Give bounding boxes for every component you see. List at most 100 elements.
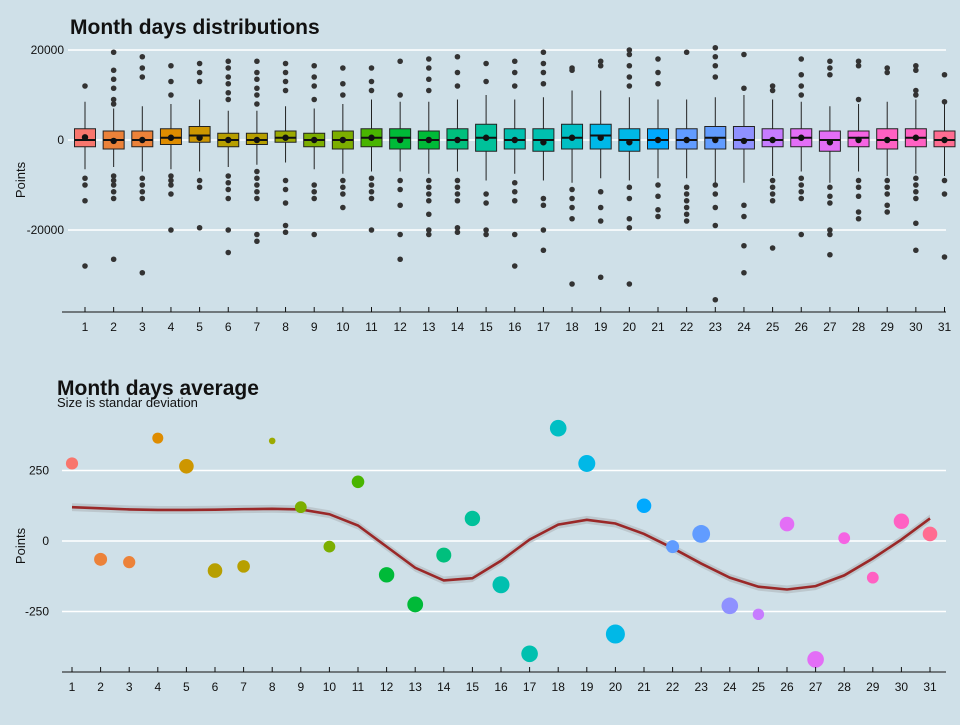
- outlier-point: [168, 78, 174, 85]
- data-point: [866, 571, 879, 584]
- mean-point: [540, 139, 547, 146]
- y-axis: 250 0 -250: [25, 464, 49, 619]
- x-tick-label: 25: [766, 320, 780, 334]
- x-tick-label: 5: [196, 320, 203, 334]
- data-point: [721, 597, 739, 615]
- mean-point: [712, 136, 719, 144]
- outlier-point: [397, 58, 403, 65]
- data-point: [323, 540, 336, 553]
- outlier-point: [196, 224, 203, 231]
- outlier-point: [110, 67, 117, 74]
- outlier-point: [626, 47, 633, 53]
- data-point: [692, 525, 711, 543]
- outlier-point: [569, 195, 575, 202]
- outlier-point: [454, 184, 461, 191]
- data-point: [436, 547, 452, 563]
- mean-point: [597, 134, 604, 141]
- y-axis: 20000 0 -20000: [27, 43, 65, 237]
- mean-point: [482, 134, 490, 141]
- outlier-point: [340, 191, 346, 197]
- outlier-point: [712, 222, 719, 229]
- box-15: [475, 60, 498, 238]
- box-8: [274, 60, 297, 236]
- outlier-point: [483, 227, 489, 233]
- x-axis: 1 2 3 4 5 6 7 8 9 10 11 12 13 14 15 16 17 18 19 20 21 22 23 24 2…: [62, 667, 946, 694]
- x-tick-label: 25: [752, 680, 766, 694]
- x-tick-label: 23: [709, 320, 723, 334]
- outlier-point: [139, 195, 146, 202]
- data-point: [636, 498, 652, 514]
- outlier-point: [454, 224, 461, 231]
- mean-point: [654, 136, 662, 144]
- data-point: [378, 567, 395, 583]
- outlier-point: [769, 83, 776, 89]
- data-point: [464, 510, 481, 527]
- mean-point: [941, 136, 948, 144]
- outlier-point: [82, 83, 88, 89]
- outlier-point: [540, 195, 547, 202]
- outlier-point: [941, 254, 948, 260]
- outlier-point: [368, 188, 375, 195]
- x-tick-label: 30: [909, 320, 923, 334]
- outlier-point: [855, 209, 862, 215]
- outlier-point: [712, 62, 719, 69]
- outlier-point: [712, 191, 719, 197]
- scatter-panel: Month days average Size is standar devia…: [13, 377, 946, 694]
- outlier-point: [884, 177, 890, 184]
- outlier-point: [827, 65, 833, 71]
- x-tick-label: 20: [623, 320, 637, 334]
- outlier-point: [82, 197, 88, 204]
- outlier-point: [168, 62, 174, 69]
- outlier-point: [426, 56, 432, 62]
- x-tick-label: 29: [866, 680, 880, 694]
- outlier-point: [368, 175, 375, 182]
- data-point: [752, 608, 765, 621]
- data-point: [65, 457, 79, 470]
- outlier-point: [368, 195, 375, 202]
- outlier-point: [426, 227, 432, 233]
- data-point: [351, 475, 365, 489]
- outlier-point: [426, 184, 432, 191]
- outlier-point: [884, 65, 890, 71]
- outlier-point: [913, 92, 919, 98]
- outlier-point: [483, 191, 489, 197]
- y-tick-label: 20000: [31, 43, 65, 57]
- box-24: [732, 51, 755, 276]
- outlier-point: [597, 188, 604, 195]
- outlier-point: [913, 67, 919, 74]
- outlier-point: [540, 80, 547, 87]
- y-tick-label: 0: [42, 534, 49, 548]
- x-tick-label: 18: [552, 680, 566, 694]
- outlier-point: [597, 218, 604, 224]
- outlier-point: [454, 197, 461, 204]
- outlier-point: [225, 96, 232, 103]
- box-body: [188, 126, 211, 143]
- outlier-point: [110, 188, 117, 195]
- outlier-point: [311, 188, 318, 195]
- box-3: [131, 53, 154, 276]
- outlier-point: [340, 184, 346, 191]
- x-tick-label: 4: [154, 680, 161, 694]
- outlier-point: [913, 188, 919, 195]
- outlier-point: [168, 177, 174, 184]
- mean-point: [396, 136, 404, 144]
- data-point: [838, 532, 851, 545]
- outlier-point: [540, 60, 547, 67]
- x-tick-label: 4: [168, 320, 175, 334]
- x-tick-label: 10: [336, 320, 350, 334]
- box-10: [331, 65, 354, 211]
- grid-lines: [62, 469, 946, 613]
- x-tick-label: 1: [69, 680, 76, 694]
- x-tick-label: 9: [297, 680, 304, 694]
- outlier-point: [827, 193, 833, 200]
- outlier-point: [82, 263, 88, 269]
- mean-point: [81, 134, 89, 141]
- outlier-point: [511, 69, 518, 76]
- outlier-point: [683, 204, 690, 211]
- x-tick-label: 16: [508, 320, 522, 334]
- outlier-point: [712, 53, 719, 60]
- x-tick-label: 13: [409, 680, 423, 694]
- outlier-point: [426, 76, 432, 83]
- outlier-point: [855, 62, 862, 69]
